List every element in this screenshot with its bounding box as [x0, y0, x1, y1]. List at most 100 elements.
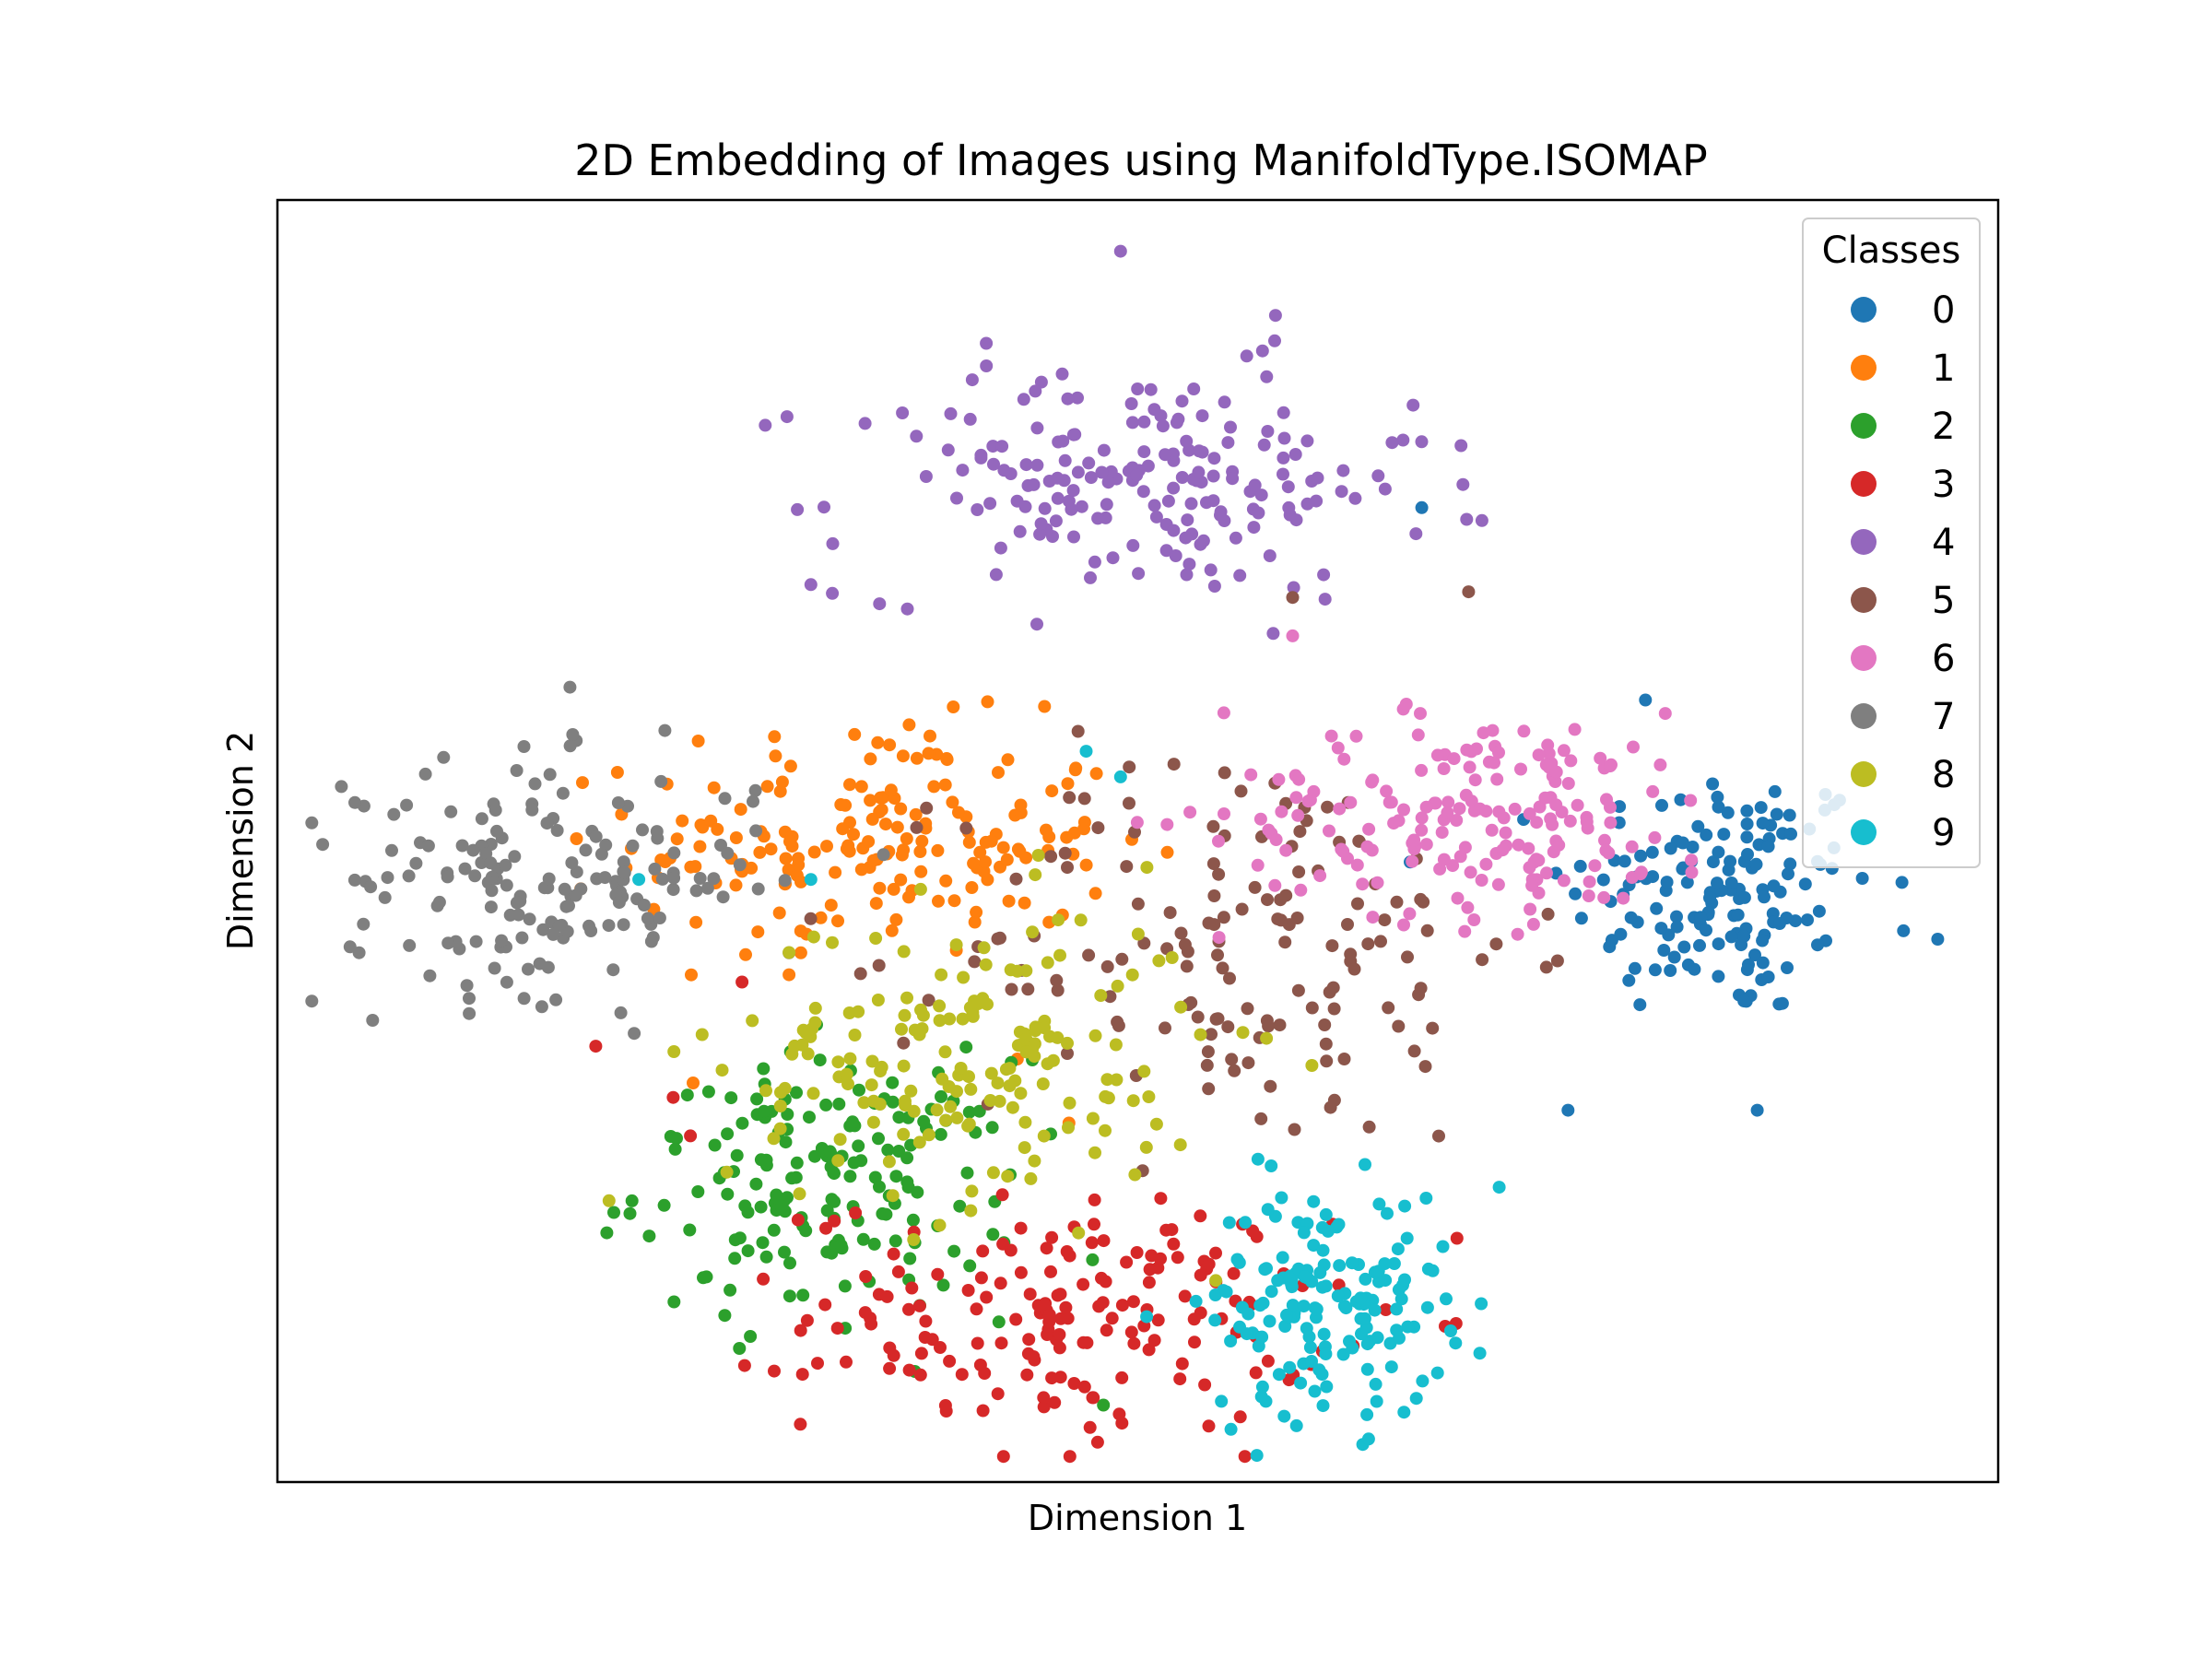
point-class-3 [1246, 1224, 1260, 1238]
point-class-2 [730, 1148, 744, 1162]
point-class-0 [1639, 693, 1653, 707]
point-class-3 [865, 1317, 878, 1331]
point-class-5 [1100, 959, 1114, 973]
point-class-6 [1463, 760, 1477, 774]
point-class-9 [1283, 1360, 1297, 1374]
point-class-3 [1054, 1312, 1067, 1325]
point-class-1 [775, 775, 789, 789]
point-class-9 [1394, 1292, 1408, 1306]
point-class-5 [1211, 948, 1224, 962]
point-class-6 [1350, 858, 1364, 872]
point-class-2 [892, 1111, 906, 1124]
point-class-6 [1542, 747, 1556, 760]
point-class-6 [1557, 744, 1571, 758]
point-class-9 [1354, 1291, 1368, 1305]
legend-label-2: 2 [1932, 406, 1955, 448]
point-class-0 [1654, 922, 1668, 935]
point-class-2 [834, 1239, 848, 1253]
point-class-9 [1475, 1297, 1488, 1311]
point-class-0 [1758, 890, 1771, 904]
point-class-7 [612, 896, 626, 910]
point-class-7 [475, 812, 488, 826]
point-class-6 [1333, 802, 1347, 816]
point-class-4 [1125, 416, 1139, 429]
point-class-7 [562, 899, 575, 912]
point-class-1 [1068, 763, 1082, 777]
point-class-1 [884, 783, 898, 797]
point-class-0 [1596, 873, 1610, 887]
point-class-3 [1105, 1312, 1119, 1325]
chart-title: 2D Embedding of Images using ManifoldTyp… [574, 135, 1708, 185]
point-class-1 [883, 738, 897, 752]
point-class-6 [1183, 806, 1197, 819]
point-class-7 [655, 872, 669, 886]
point-class-9 [1400, 1231, 1414, 1245]
point-class-3 [994, 1277, 1007, 1290]
point-class-3 [1112, 1407, 1126, 1421]
point-class-5 [1392, 1019, 1406, 1033]
point-class-4 [1082, 456, 1096, 470]
point-class-8 [1125, 968, 1139, 982]
point-class-3 [1088, 1218, 1100, 1231]
point-class-3 [883, 1361, 897, 1375]
point-class-1 [794, 946, 807, 959]
point-class-1 [779, 852, 793, 865]
point-class-8 [912, 1135, 926, 1149]
point-class-1 [693, 840, 707, 853]
point-class-8 [984, 1066, 998, 1080]
point-class-5 [1225, 1053, 1239, 1066]
point-class-1 [792, 852, 806, 865]
point-class-3 [996, 1450, 1010, 1464]
point-class-8 [831, 1154, 845, 1168]
point-class-4 [1214, 508, 1227, 522]
point-class-9 [1378, 1257, 1392, 1271]
point-class-1 [896, 749, 910, 763]
point-class-1 [1000, 853, 1014, 866]
point-class-4 [1187, 382, 1201, 395]
point-class-7 [589, 830, 603, 843]
point-class-9 [1401, 1320, 1415, 1334]
point-class-0 [1737, 929, 1751, 943]
point-class-4 [1204, 563, 1218, 577]
point-class-8 [1018, 1115, 1032, 1129]
point-class-8 [1062, 1121, 1075, 1135]
point-class-6 [1538, 791, 1552, 805]
point-class-9 [1302, 1330, 1316, 1344]
point-class-2 [796, 1288, 810, 1302]
point-class-0 [1740, 818, 1754, 830]
point-class-3 [1194, 1209, 1207, 1223]
point-class-6 [1496, 843, 1510, 857]
point-class-6 [1251, 858, 1265, 872]
point-class-7 [423, 969, 437, 982]
point-class-3 [1126, 1295, 1140, 1309]
point-class-9 [1215, 1394, 1229, 1408]
point-class-2 [744, 1330, 758, 1343]
point-class-2 [846, 1115, 859, 1129]
point-class-3 [1053, 1341, 1066, 1355]
point-class-3 [1120, 1255, 1134, 1269]
point-class-0 [1561, 1103, 1575, 1117]
point-class-2 [960, 1166, 974, 1180]
point-class-7 [747, 794, 759, 808]
point-class-1 [900, 832, 913, 845]
point-class-9 [1346, 1341, 1359, 1355]
point-class-3 [1165, 1223, 1179, 1237]
point-class-8 [950, 1085, 963, 1099]
point-class-9 [1398, 1199, 1412, 1213]
point-class-3 [1088, 1193, 1101, 1206]
point-class-9 [1240, 1327, 1253, 1341]
point-class-8 [1026, 925, 1040, 939]
point-class-8 [1165, 951, 1179, 964]
point-class-1 [794, 875, 807, 888]
point-class-1 [875, 803, 888, 817]
point-class-3 [684, 1129, 698, 1143]
point-class-4 [1406, 398, 1420, 412]
point-class-9 [1251, 1152, 1265, 1166]
point-class-1 [783, 759, 797, 773]
point-class-5 [1077, 792, 1091, 806]
point-class-6 [1419, 800, 1433, 814]
point-class-8 [986, 1166, 1000, 1180]
point-class-2 [819, 1098, 833, 1112]
point-class-9 [1320, 1380, 1334, 1394]
point-class-4 [1268, 309, 1282, 323]
